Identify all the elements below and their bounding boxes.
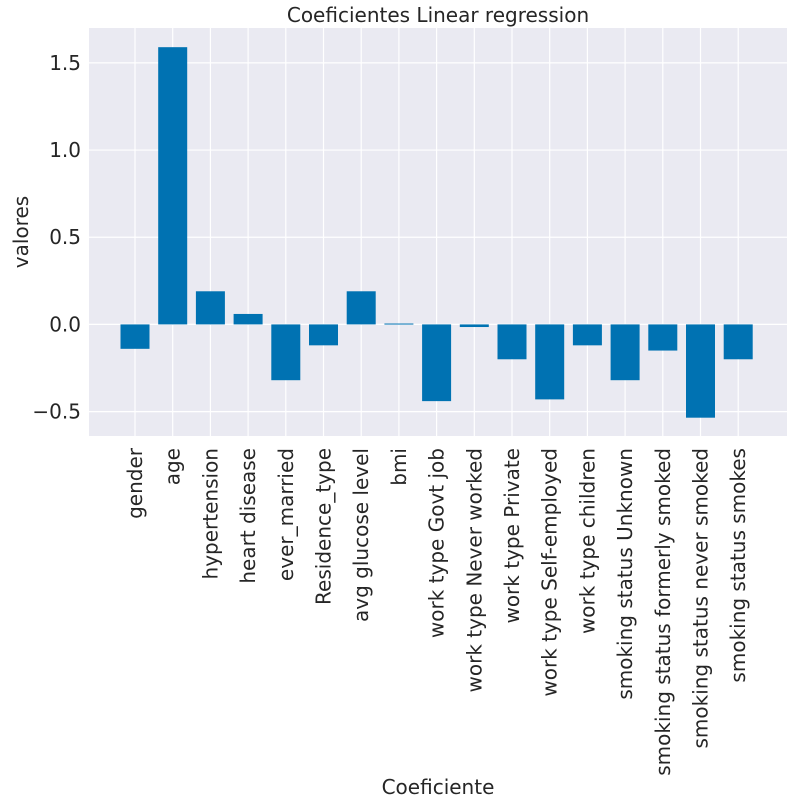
bar bbox=[497, 324, 527, 360]
bar bbox=[195, 291, 225, 325]
x-tick-label: gender bbox=[123, 447, 147, 519]
bar bbox=[572, 324, 602, 346]
x-tick-label: smoking status smokes bbox=[726, 448, 750, 683]
y-tick-labels: −0.5 0.0 0.5 1.0 1.5 bbox=[32, 51, 81, 424]
bar bbox=[422, 324, 452, 402]
y-axis-label: valores bbox=[9, 196, 33, 268]
bar bbox=[648, 324, 678, 351]
bar bbox=[233, 313, 263, 325]
bar bbox=[723, 324, 753, 360]
x-tick-label: hypertension bbox=[198, 448, 222, 579]
y-tick-label: 1.5 bbox=[49, 51, 81, 75]
x-tick-label: heart disease bbox=[236, 448, 260, 584]
x-tick-label: bmi bbox=[387, 448, 411, 486]
bar bbox=[158, 47, 188, 325]
bar bbox=[686, 324, 715, 418]
y-tick-label: 0.5 bbox=[49, 225, 81, 249]
x-tick-label: work type Self-employed bbox=[538, 448, 562, 697]
bar bbox=[120, 324, 150, 349]
x-tick-label: ever_married bbox=[274, 448, 298, 581]
bar bbox=[309, 324, 338, 346]
x-tick-label: smoking status formerly smoked bbox=[651, 448, 675, 776]
y-tick-label: 1.0 bbox=[49, 138, 81, 162]
x-tick-label: smoking status Unknown bbox=[613, 448, 637, 700]
x-tick-label: Residence_type bbox=[312, 448, 336, 605]
bars bbox=[120, 47, 753, 418]
chart-title: Coeficientes Linear regression bbox=[287, 3, 589, 27]
bar bbox=[535, 324, 565, 400]
x-tick-label: work type Private bbox=[500, 448, 524, 624]
x-tick-label: work type Govt job bbox=[425, 448, 449, 638]
bar bbox=[346, 291, 376, 325]
y-tick-label: −0.5 bbox=[32, 400, 81, 424]
bar bbox=[610, 324, 640, 381]
x-tick-label: age bbox=[161, 448, 185, 485]
x-tick-label: avg glucose level bbox=[349, 448, 373, 622]
x-tick-label: work type Never worked bbox=[462, 448, 486, 692]
bar bbox=[271, 324, 301, 381]
y-tick-label: 0.0 bbox=[49, 312, 81, 336]
bar bbox=[384, 323, 414, 325]
bar bbox=[459, 324, 489, 328]
x-tick-label: work type children bbox=[575, 448, 599, 634]
x-axis-label: Coeficiente bbox=[382, 775, 495, 799]
x-tick-labels: gender age hypertension heart disease ever_m… bbox=[123, 447, 750, 776]
x-tick-label: smoking status never smoked bbox=[689, 448, 713, 749]
